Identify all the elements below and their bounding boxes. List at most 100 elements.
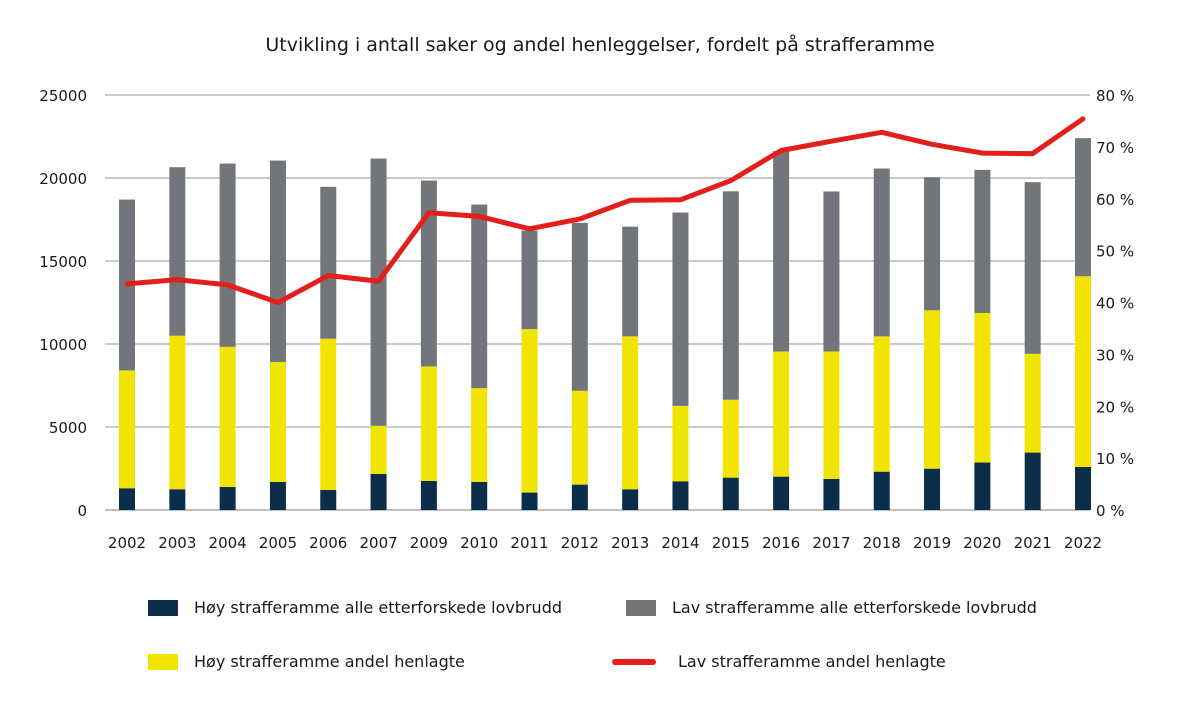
legend-swatch — [148, 653, 178, 670]
bar-høy-strafferamme-andel-henlagte-2009 — [420, 366, 437, 481]
bar-høy-strafferamme-andel-henlagte-2017 — [823, 351, 840, 479]
y-tick-label: 25000 — [39, 87, 87, 105]
bar-høy-strafferamme-alle-etterforskede-lovbrudd-2016 — [773, 476, 790, 510]
bar-høy-strafferamme-alle-etterforskede-lovbrudd-2012 — [571, 484, 588, 510]
bar-høy-strafferamme-andel-henlagte-2005 — [269, 362, 286, 482]
x-tick-label: 2011 — [510, 534, 548, 552]
y-tick-label: 10000 — [39, 336, 87, 354]
y-tick-label: 5000 — [49, 419, 87, 437]
bar-høy-strafferamme-andel-henlagte-2015 — [722, 399, 739, 478]
y2-tick-label: 40 % — [1096, 295, 1134, 313]
chart: 0 5000 10000 15000 20000 25000 0 % 10 % 20 % 30 %… — [39, 87, 1134, 552]
bar-høy-strafferamme-alle-etterforskede-lovbrudd-2006 — [320, 489, 337, 510]
x-tick-label: 2010 — [460, 534, 498, 552]
bar-høy-strafferamme-andel-henlagte-2019 — [924, 310, 941, 469]
bar-høy-strafferamme-alle-etterforskede-lovbrudd-2018 — [873, 471, 890, 510]
legend-label: Høy strafferamme alle etterforskede lovb… — [194, 598, 563, 617]
bar-høy-strafferamme-alle-etterforskede-lovbrudd-2020 — [974, 462, 991, 510]
chart-title: Utvikling i antall saker og andel henleg… — [265, 34, 935, 56]
y2-tick-label: 30 % — [1096, 346, 1134, 364]
x-tick-label: 2007 — [359, 534, 397, 552]
y2-tick-label: 70 % — [1096, 139, 1134, 157]
x-tick-label: 2016 — [762, 534, 800, 552]
bar-høy-strafferamme-andel-henlagte-2020 — [974, 312, 991, 463]
bar-høy-strafferamme-alle-etterforskede-lovbrudd-2007 — [370, 473, 387, 510]
x-tick-label: 2019 — [913, 534, 951, 552]
bar-høy-strafferamme-andel-henlagte-2013 — [622, 336, 639, 490]
bar-høy-strafferamme-alle-etterforskede-lovbrudd-2002 — [119, 488, 135, 510]
bar-høy-strafferamme-andel-henlagte-2010 — [471, 388, 488, 482]
legend-swatch — [148, 599, 178, 616]
bar-høy-strafferamme-alle-etterforskede-lovbrudd-2005 — [269, 481, 286, 510]
legend: Høy strafferamme alle etterforskede lovb… — [148, 598, 1108, 678]
y2-tick-label: 10 % — [1096, 450, 1134, 468]
bar-høy-strafferamme-andel-henlagte-2011 — [521, 329, 538, 493]
x-tick-label: 2005 — [259, 534, 297, 552]
x-tick-label: 2006 — [309, 534, 347, 552]
bar-lav-strafferamme-alle-etterforskede-lovbrudd-2004 — [219, 163, 236, 347]
bar-høy-strafferamme-andel-henlagte-2007 — [370, 425, 387, 474]
bar-høy-strafferamme-alle-etterforskede-lovbrudd-2014 — [672, 481, 689, 510]
bar-lav-strafferamme-alle-etterforskede-lovbrudd-2012 — [571, 222, 588, 391]
bar-lav-strafferamme-alle-etterforskede-lovbrudd-2007 — [370, 158, 387, 426]
bar-lav-strafferamme-alle-etterforskede-lovbrudd-2010 — [471, 204, 488, 389]
legend-item-hoy-alle: Høy strafferamme alle etterforskede lovb… — [148, 598, 562, 617]
bar-høy-strafferamme-alle-etterforskede-lovbrudd-2015 — [722, 477, 739, 510]
bar-høy-strafferamme-alle-etterforskede-lovbrudd-2010 — [471, 481, 488, 510]
bar-lav-strafferamme-alle-etterforskede-lovbrudd-2015 — [722, 191, 739, 400]
bar-lav-strafferamme-alle-etterforskede-lovbrudd-2003 — [169, 167, 186, 336]
legend-item-hoy-henlagte: Høy strafferamme andel henlagte — [148, 652, 465, 671]
x-tick-label: 2013 — [611, 534, 649, 552]
bar-høy-strafferamme-andel-henlagte-2003 — [169, 335, 186, 490]
x-tick-label: 2014 — [661, 534, 699, 552]
legend-line — [612, 658, 656, 665]
bar-høy-strafferamme-alle-etterforskede-lovbrudd-2019 — [924, 468, 941, 510]
legend-swatch — [626, 599, 656, 616]
bar-lav-strafferamme-alle-etterforskede-lovbrudd-2017 — [823, 191, 840, 352]
bar-høy-strafferamme-andel-henlagte-2006 — [320, 338, 337, 490]
bar-høy-strafferamme-alle-etterforskede-lovbrudd-2003 — [169, 489, 186, 510]
x-tick-label: 2009 — [410, 534, 448, 552]
x-tick-label: 2003 — [158, 534, 196, 552]
y-tick-label: 15000 — [39, 253, 87, 271]
bar-høy-strafferamme-andel-henlagte-2022 — [1075, 276, 1091, 468]
y-tick-label: 20000 — [39, 170, 87, 188]
bar-lav-strafferamme-alle-etterforskede-lovbrudd-2013 — [622, 226, 639, 337]
bar-høy-strafferamme-andel-henlagte-2021 — [1024, 353, 1041, 453]
bar-lav-strafferamme-alle-etterforskede-lovbrudd-2016 — [773, 151, 790, 352]
line-series-lav-henlagte — [124, 116, 1086, 305]
x-tick-label: 2020 — [963, 534, 1001, 552]
legend-label: Lav strafferamme alle etterforskede lovb… — [672, 598, 1037, 617]
bar-lav-strafferamme-alle-etterforskede-lovbrudd-2021 — [1024, 182, 1041, 354]
bar-lav-strafferamme-alle-etterforskede-lovbrudd-2011 — [521, 230, 538, 330]
y2-tick-label: 50 % — [1096, 243, 1134, 261]
bar-høy-strafferamme-alle-etterforskede-lovbrudd-2013 — [622, 489, 639, 510]
bar-høy-strafferamme-andel-henlagte-2002 — [119, 370, 135, 489]
bar-høy-strafferamme-andel-henlagte-2016 — [773, 351, 790, 477]
bar-høy-strafferamme-alle-etterforskede-lovbrudd-2021 — [1024, 452, 1041, 510]
bar-lav-strafferamme-alle-etterforskede-lovbrudd-2006 — [320, 186, 337, 339]
y2-tick-label: 0 % — [1096, 502, 1125, 520]
bar-lav-strafferamme-alle-etterforskede-lovbrudd-2009 — [420, 180, 437, 367]
x-tick-label: 2022 — [1064, 534, 1102, 552]
x-tick-label: 2012 — [561, 534, 599, 552]
legend-label: Lav strafferamme andel henlagte — [678, 652, 946, 671]
legend-item-lav-alle: Lav strafferamme alle etterforskede lovb… — [626, 598, 1037, 617]
legend-label: Høy strafferamme andel henlagte — [194, 652, 465, 671]
bar-høy-strafferamme-alle-etterforskede-lovbrudd-2022 — [1075, 467, 1091, 510]
bar-høy-strafferamme-alle-etterforskede-lovbrudd-2009 — [420, 480, 437, 510]
x-tick-label: 2004 — [209, 534, 247, 552]
bar-lav-strafferamme-alle-etterforskede-lovbrudd-2018 — [873, 168, 890, 337]
bar-lav-strafferamme-alle-etterforskede-lovbrudd-2020 — [974, 169, 991, 313]
x-tick-label: 2017 — [812, 534, 850, 552]
y2-tick-label: 20 % — [1096, 398, 1134, 416]
y2-tick-label: 80 % — [1096, 87, 1134, 105]
y-tick-label: 0 — [77, 502, 87, 520]
y2-tick-label: 60 % — [1096, 191, 1134, 209]
bar-lav-strafferamme-alle-etterforskede-lovbrudd-2005 — [269, 160, 286, 363]
bar-høy-strafferamme-andel-henlagte-2012 — [571, 390, 588, 485]
bar-høy-strafferamme-andel-henlagte-2004 — [219, 346, 236, 487]
bar-lav-strafferamme-alle-etterforskede-lovbrudd-2022 — [1075, 138, 1091, 277]
bar-høy-strafferamme-alle-etterforskede-lovbrudd-2011 — [521, 492, 538, 510]
x-tick-label: 2002 — [108, 534, 146, 552]
